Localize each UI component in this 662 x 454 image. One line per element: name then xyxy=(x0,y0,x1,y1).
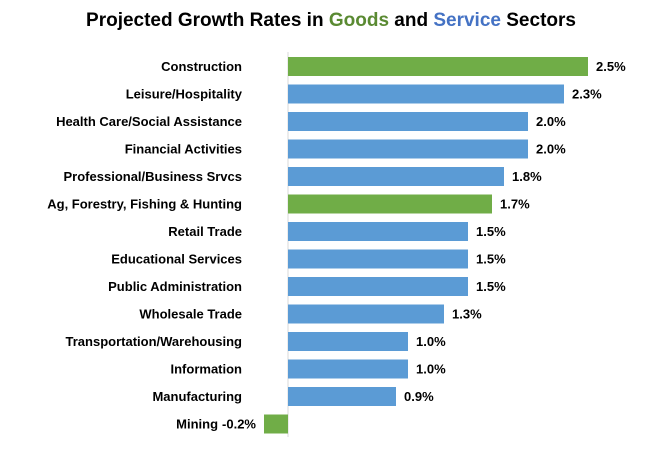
value-label: 2.5% xyxy=(596,59,626,74)
category-label: Mining xyxy=(176,417,218,432)
title-part-5: Sectors xyxy=(500,10,576,31)
category-label: Information xyxy=(171,362,243,377)
bar-mining xyxy=(264,414,288,434)
title-service: Service xyxy=(433,10,501,31)
bar-construction xyxy=(288,57,588,76)
value-label: 1.0% xyxy=(416,362,446,377)
value-label: 1.7% xyxy=(500,197,530,212)
value-label: 1.0% xyxy=(416,334,446,349)
bar-ag-forestry-fishing-hunting xyxy=(288,194,492,214)
category-label: Professional/Business Srvcs xyxy=(64,169,242,184)
value-label: 2.0% xyxy=(536,114,566,129)
value-label: 1.5% xyxy=(476,279,506,294)
value-label: 0.9% xyxy=(404,389,434,404)
bar-educational-services xyxy=(288,249,468,269)
chart-title: Projected Growth Rates in Goods and Serv… xyxy=(0,10,662,32)
bar-professional-business-srvcs xyxy=(288,167,504,186)
value-label: 1.3% xyxy=(452,307,482,322)
bar-manufacturing xyxy=(288,387,396,406)
category-label: Educational Services xyxy=(111,252,242,267)
value-label: 2.0% xyxy=(536,142,566,157)
category-label: Construction xyxy=(161,59,242,74)
category-label: Retail Trade xyxy=(168,224,242,239)
category-label: Financial Activities xyxy=(125,142,242,157)
title-part-1: Projected Growth Rates in xyxy=(86,10,329,31)
category-label: Health Care/Social Assistance xyxy=(56,114,242,129)
value-label: 1.8% xyxy=(512,169,542,184)
bar-information xyxy=(288,359,408,379)
title-part-3: and xyxy=(389,10,434,31)
bar-wholesale-trade xyxy=(288,304,444,324)
category-label: Ag, Forestry, Fishing & Hunting xyxy=(47,197,242,212)
value-label: 1.5% xyxy=(476,252,506,267)
title-goods: Goods xyxy=(328,10,390,31)
value-label: 1.5% xyxy=(476,224,506,239)
category-label: Leisure/Hospitality xyxy=(126,87,243,102)
category-label: Manufacturing xyxy=(152,389,242,404)
bar-leisure-hospitality xyxy=(288,84,564,104)
bar-public-administration xyxy=(288,277,468,296)
value-label: -0.2% xyxy=(222,417,256,432)
bar-financial-activities xyxy=(288,139,528,159)
category-label: Transportation/Warehousing xyxy=(66,334,243,349)
bar-transportation-warehousing xyxy=(288,332,408,351)
bar-health-care-social-assistance xyxy=(288,112,528,131)
value-label: 2.3% xyxy=(572,87,602,102)
category-label: Public Administration xyxy=(108,279,242,294)
bar-retail-trade xyxy=(288,222,468,241)
category-label: Wholesale Trade xyxy=(139,307,242,322)
